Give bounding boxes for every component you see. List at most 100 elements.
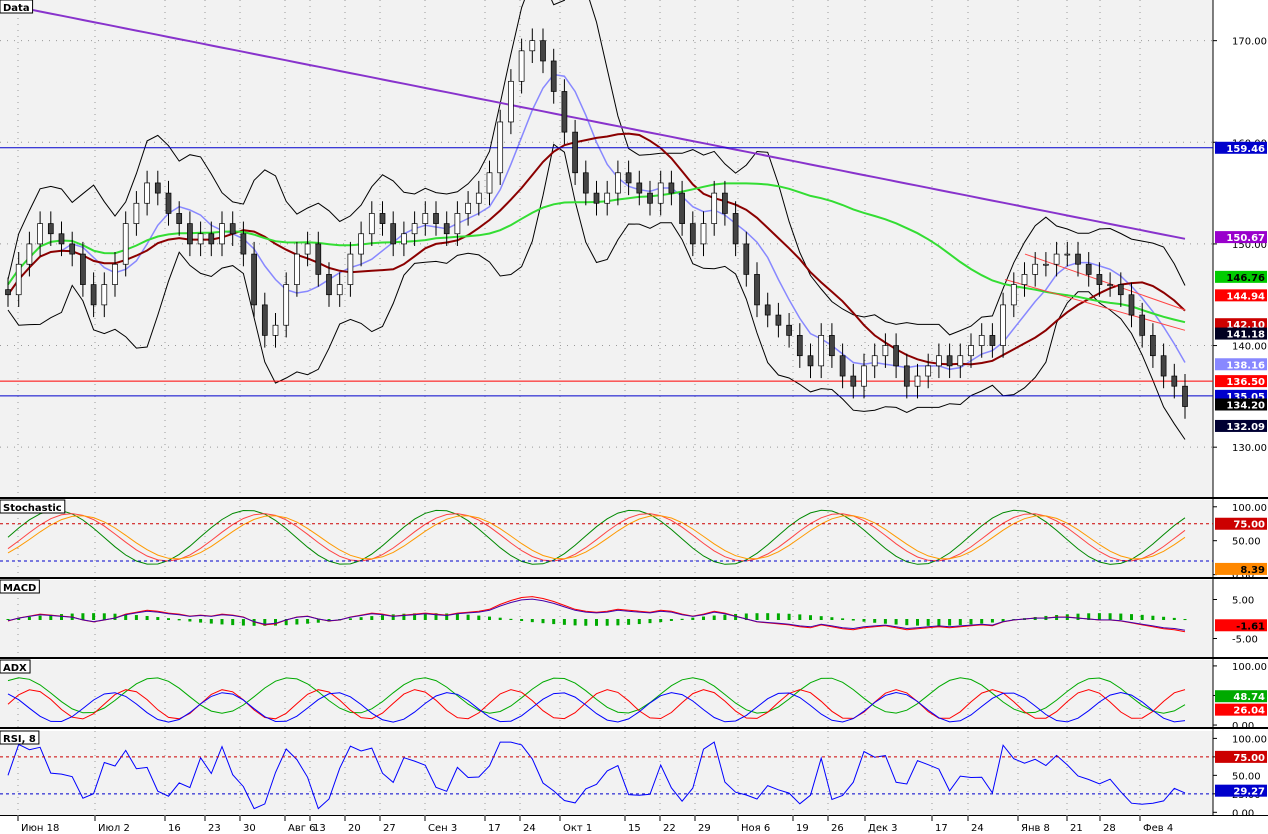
macd-hist-bar — [862, 619, 866, 622]
macd-hist-bar — [937, 619, 941, 626]
candle-body — [1043, 263, 1049, 266]
candle-body — [1053, 253, 1060, 265]
candle-body — [1010, 284, 1017, 306]
xtick-label-21: 24 — [971, 823, 984, 834]
value-tag-bg — [1215, 517, 1267, 530]
macd-hist-bar — [616, 619, 620, 626]
macd-hist-bar — [627, 619, 631, 625]
candle-body — [508, 80, 514, 123]
macd-hist-bar — [17, 617, 21, 620]
candle-body — [229, 223, 236, 235]
macd-hist-bar — [177, 619, 181, 621]
candle-body — [903, 365, 910, 387]
value-tag-text: 141.18 — [1226, 330, 1265, 341]
macd-hist-bar — [1183, 619, 1187, 621]
ytick-label-2-0: 5.00 — [1232, 596, 1254, 607]
macd-hist-bar — [948, 619, 952, 626]
candle-body — [893, 345, 899, 367]
candle-body — [625, 172, 632, 184]
candle-body — [433, 213, 439, 224]
candle-body — [989, 335, 996, 346]
candle-body — [5, 289, 11, 296]
candle-body — [978, 335, 985, 346]
candle-body — [647, 192, 653, 204]
stoch-d1-line — [7, 513, 1186, 562]
macd-hist-bar — [263, 619, 267, 626]
candle-body — [208, 233, 215, 245]
value-tag-text: 132.09 — [1226, 422, 1265, 433]
candle-body — [582, 172, 589, 194]
candle-body — [946, 355, 953, 367]
candle-body — [112, 263, 118, 285]
macd-hist-bar — [926, 619, 930, 626]
ytick-label-1-0: 100.00 — [1232, 503, 1267, 514]
macd-hist-bar — [573, 619, 577, 626]
ytick-label-3-0: 100.00 — [1232, 662, 1267, 673]
macd-hist-bar — [1140, 614, 1144, 620]
value-tag-bg — [1215, 327, 1267, 340]
macd-hist-bar — [359, 617, 363, 620]
macd-hist-bar — [145, 615, 149, 620]
macd-hist-bar — [648, 619, 652, 624]
candle-body — [401, 233, 407, 245]
ytick-label-price-0: 170.00 — [1232, 37, 1267, 48]
macd-hist-bar — [787, 613, 791, 620]
sma-fast-line — [7, 73, 1186, 371]
value-tag-text: 48.74 — [1233, 692, 1265, 703]
xtick-label-25: Фев 4 — [1143, 823, 1173, 834]
macd-hist-bar — [798, 614, 802, 620]
macd-hist-bar — [370, 616, 374, 620]
macd-hist-bar — [81, 613, 85, 620]
candle-body — [1139, 314, 1146, 336]
macd-hist-bar — [691, 617, 695, 620]
macd-hist-bar — [755, 613, 759, 620]
xtick-label-13: 15 — [628, 823, 641, 834]
macd-hist-bar — [306, 619, 310, 624]
value-tag-text: 146.76 — [1226, 273, 1265, 284]
candle-body — [615, 172, 621, 194]
xtick-label-22: Янв 8 — [1021, 823, 1050, 834]
macd-hist-bar — [734, 613, 738, 620]
value-tag-text: 75.00 — [1233, 520, 1265, 531]
macd-hist-bar — [209, 619, 213, 624]
macd-hist-bar — [1001, 619, 1005, 622]
candle-body — [529, 40, 536, 52]
ytick-label-price-4: 130.00 — [1232, 443, 1267, 454]
candle-body — [711, 192, 718, 224]
candle-body — [1096, 274, 1103, 285]
ytick-label-4-2: 50.00 — [1232, 771, 1261, 782]
macd-hist-bar — [498, 617, 502, 620]
candle-body — [283, 284, 290, 326]
candle-body — [379, 213, 386, 224]
candle-body — [829, 335, 835, 357]
di-minus-line — [7, 691, 1186, 723]
ytick-label-1-1: 50.00 — [1232, 537, 1261, 548]
value-tag-text: 138.16 — [1226, 360, 1265, 371]
candle-body — [679, 192, 685, 224]
candle-body — [58, 233, 65, 245]
xtick-label-3: 23 — [208, 823, 221, 834]
ytick-label-1-2: 0.00 — [1232, 571, 1254, 582]
ytick-label-3-2: 0.00 — [1232, 721, 1254, 732]
candle-body — [1000, 304, 1006, 346]
macd-hist-bar — [530, 619, 534, 623]
panel-title-3: ADX — [3, 663, 27, 674]
macd-hist-bar — [38, 615, 42, 620]
macd-hist-bar — [188, 619, 192, 622]
panel-title-4: RSI, 8 — [3, 734, 36, 745]
macd-hist-bar — [1108, 613, 1112, 620]
xtick-label-15: 29 — [698, 823, 711, 834]
macd-hist-bar — [990, 619, 994, 623]
value-tag-text: 8.39 — [1240, 565, 1265, 576]
xtick-label-7: 20 — [348, 823, 361, 834]
macd-hist-bar — [423, 613, 427, 620]
macd-hist-bar — [873, 619, 877, 623]
macd-hist-bar — [562, 619, 566, 625]
xtick-label-20: 17 — [935, 823, 948, 834]
macd-hist-bar — [124, 614, 128, 620]
candle-body — [90, 284, 97, 306]
candle-body — [604, 192, 611, 204]
macd-hist-bar — [1130, 614, 1133, 620]
candle-body — [732, 213, 739, 245]
